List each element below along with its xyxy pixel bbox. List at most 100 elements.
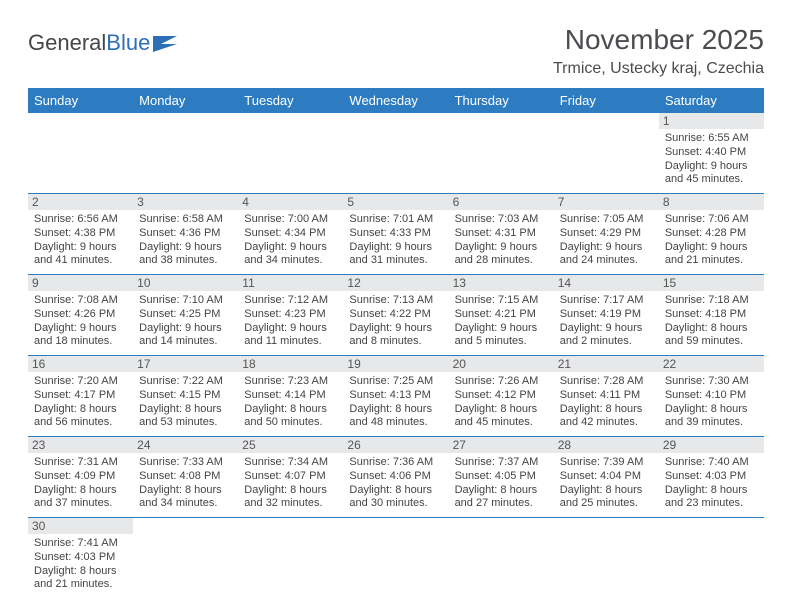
- info-line: Daylight: 9 hours: [139, 322, 232, 336]
- calendar-week: 30Sunrise: 7:41 AMSunset: 4:03 PMDayligh…: [28, 518, 764, 599]
- day-number: 18: [238, 356, 343, 372]
- calendar-cell: 5Sunrise: 7:01 AMSunset: 4:33 PMDaylight…: [343, 194, 448, 275]
- day-info: Sunrise: 7:12 AMSunset: 4:23 PMDaylight:…: [244, 294, 337, 349]
- day-info: Sunrise: 7:05 AMSunset: 4:29 PMDaylight:…: [560, 213, 653, 268]
- day-info: Sunrise: 7:01 AMSunset: 4:33 PMDaylight:…: [349, 213, 442, 268]
- day-info: Sunrise: 7:25 AMSunset: 4:13 PMDaylight:…: [349, 375, 442, 430]
- calendar-cell: 10Sunrise: 7:10 AMSunset: 4:25 PMDayligh…: [133, 275, 238, 356]
- day-number: 12: [343, 275, 448, 291]
- info-line: Sunset: 4:31 PM: [455, 227, 548, 241]
- day-header: Wednesday: [343, 88, 448, 113]
- calendar-cell: 1Sunrise: 6:55 AMSunset: 4:40 PMDaylight…: [659, 113, 764, 194]
- info-line: Sunset: 4:17 PM: [34, 389, 127, 403]
- day-number: 26: [343, 437, 448, 453]
- info-line: and 25 minutes.: [560, 497, 653, 511]
- day-number: 14: [554, 275, 659, 291]
- day-info: Sunrise: 7:39 AMSunset: 4:04 PMDaylight:…: [560, 456, 653, 511]
- info-line: and 53 minutes.: [139, 416, 232, 430]
- info-line: Sunrise: 7:00 AM: [244, 213, 337, 227]
- info-line: Sunset: 4:14 PM: [244, 389, 337, 403]
- calendar-cell: [343, 113, 448, 194]
- day-info: Sunrise: 7:28 AMSunset: 4:11 PMDaylight:…: [560, 375, 653, 430]
- day-number: 8: [659, 194, 764, 210]
- info-line: and 34 minutes.: [139, 497, 232, 511]
- info-line: Sunrise: 7:06 AM: [665, 213, 758, 227]
- day-info: Sunrise: 7:03 AMSunset: 4:31 PMDaylight:…: [455, 213, 548, 268]
- info-line: and 32 minutes.: [244, 497, 337, 511]
- info-line: Sunrise: 7:15 AM: [455, 294, 548, 308]
- calendar-cell: 27Sunrise: 7:37 AMSunset: 4:05 PMDayligh…: [449, 437, 554, 518]
- day-header: Saturday: [659, 88, 764, 113]
- info-line: Sunrise: 7:41 AM: [34, 537, 127, 551]
- info-line: Sunrise: 7:40 AM: [665, 456, 758, 470]
- calendar-cell: [238, 113, 343, 194]
- info-line: Daylight: 8 hours: [349, 403, 442, 417]
- calendar-week: 9Sunrise: 7:08 AMSunset: 4:26 PMDaylight…: [28, 275, 764, 356]
- day-info: Sunrise: 6:56 AMSunset: 4:38 PMDaylight:…: [34, 213, 127, 268]
- calendar-cell: 17Sunrise: 7:22 AMSunset: 4:15 PMDayligh…: [133, 356, 238, 437]
- calendar-cell: [133, 113, 238, 194]
- info-line: Sunrise: 7:13 AM: [349, 294, 442, 308]
- day-header: Sunday: [28, 88, 133, 113]
- info-line: Sunrise: 7:12 AM: [244, 294, 337, 308]
- info-line: Daylight: 9 hours: [560, 241, 653, 255]
- calendar-cell: 12 Sunrise: 7:13 AMSunset: 4:22 PMDayligh…: [343, 275, 448, 356]
- info-line: and 45 minutes.: [455, 416, 548, 430]
- calendar-cell: 16Sunrise: 7:20 AMSunset: 4:17 PMDayligh…: [28, 356, 133, 437]
- calendar-cell: 19Sunrise: 7:25 AMSunset: 4:13 PMDayligh…: [343, 356, 448, 437]
- info-line: Daylight: 9 hours: [455, 241, 548, 255]
- info-line: and 50 minutes.: [244, 416, 337, 430]
- info-line: Daylight: 8 hours: [455, 484, 548, 498]
- day-info: Sunrise: 7:13 AMSunset: 4:22 PMDaylight:…: [349, 294, 442, 349]
- calendar-cell: 14Sunrise: 7:17 AMSunset: 4:19 PMDayligh…: [554, 275, 659, 356]
- calendar-cell: 15Sunrise: 7:18 AMSunset: 4:18 PMDayligh…: [659, 275, 764, 356]
- info-line: Sunset: 4:34 PM: [244, 227, 337, 241]
- calendar-cell: 29Sunrise: 7:40 AMSunset: 4:03 PMDayligh…: [659, 437, 764, 518]
- info-line: and 2 minutes.: [560, 335, 653, 349]
- info-line: Sunrise: 7:39 AM: [560, 456, 653, 470]
- info-line: Sunrise: 7:08 AM: [34, 294, 127, 308]
- info-line: Sunset: 4:04 PM: [560, 470, 653, 484]
- info-line: and 21 minutes.: [34, 578, 127, 592]
- info-line: Sunrise: 7:22 AM: [139, 375, 232, 389]
- calendar-cell: 7 Sunrise: 7:05 AMSunset: 4:29 PMDaylight…: [554, 194, 659, 275]
- info-line: Sunrise: 7:37 AM: [455, 456, 548, 470]
- info-line: Daylight: 8 hours: [34, 484, 127, 498]
- day-number: 6: [449, 194, 554, 210]
- info-line: Sunset: 4:40 PM: [665, 146, 758, 160]
- day-number: 15: [659, 275, 764, 291]
- info-line: Daylight: 9 hours: [349, 241, 442, 255]
- info-line: and 42 minutes.: [560, 416, 653, 430]
- info-line: Sunrise: 7:25 AM: [349, 375, 442, 389]
- day-number: 9: [28, 275, 133, 291]
- info-line: Sunrise: 6:55 AM: [665, 132, 758, 146]
- info-line: and 24 minutes.: [560, 254, 653, 268]
- info-line: Daylight: 8 hours: [244, 403, 337, 417]
- info-line: Daylight: 9 hours: [139, 241, 232, 255]
- info-line: and 45 minutes.: [665, 173, 758, 187]
- info-line: Sunset: 4:19 PM: [560, 308, 653, 322]
- info-line: and 59 minutes.: [665, 335, 758, 349]
- day-info: Sunrise: 7:36 AMSunset: 4:06 PMDaylight:…: [349, 456, 442, 511]
- day-info: Sunrise: 7:20 AMSunset: 4:17 PMDaylight:…: [34, 375, 127, 430]
- day-info: Sunrise: 7:40 AMSunset: 4:03 PMDaylight:…: [665, 456, 758, 511]
- info-line: Sunrise: 7:31 AM: [34, 456, 127, 470]
- calendar-cell: 22Sunrise: 7:30 AMSunset: 4:10 PMDayligh…: [659, 356, 764, 437]
- day-info: Sunrise: 7:22 AMSunset: 4:15 PMDaylight:…: [139, 375, 232, 430]
- day-number: 7: [554, 194, 659, 210]
- info-line: Sunrise: 7:28 AM: [560, 375, 653, 389]
- day-number: 24: [133, 437, 238, 453]
- day-info: Sunrise: 7:33 AMSunset: 4:08 PMDaylight:…: [139, 456, 232, 511]
- info-line: Sunset: 4:07 PM: [244, 470, 337, 484]
- info-line: Sunset: 4:06 PM: [349, 470, 442, 484]
- info-line: and 5 minutes.: [455, 335, 548, 349]
- info-line: Daylight: 9 hours: [34, 241, 127, 255]
- day-number: 30: [28, 518, 133, 534]
- info-line: Daylight: 8 hours: [34, 403, 127, 417]
- info-line: Sunrise: 6:58 AM: [139, 213, 232, 227]
- day-number: 1: [659, 113, 764, 129]
- info-line: and 56 minutes.: [34, 416, 127, 430]
- brand-text-1: General: [28, 30, 106, 56]
- day-number: 20: [449, 356, 554, 372]
- day-info: Sunrise: 7:37 AMSunset: 4:05 PMDaylight:…: [455, 456, 548, 511]
